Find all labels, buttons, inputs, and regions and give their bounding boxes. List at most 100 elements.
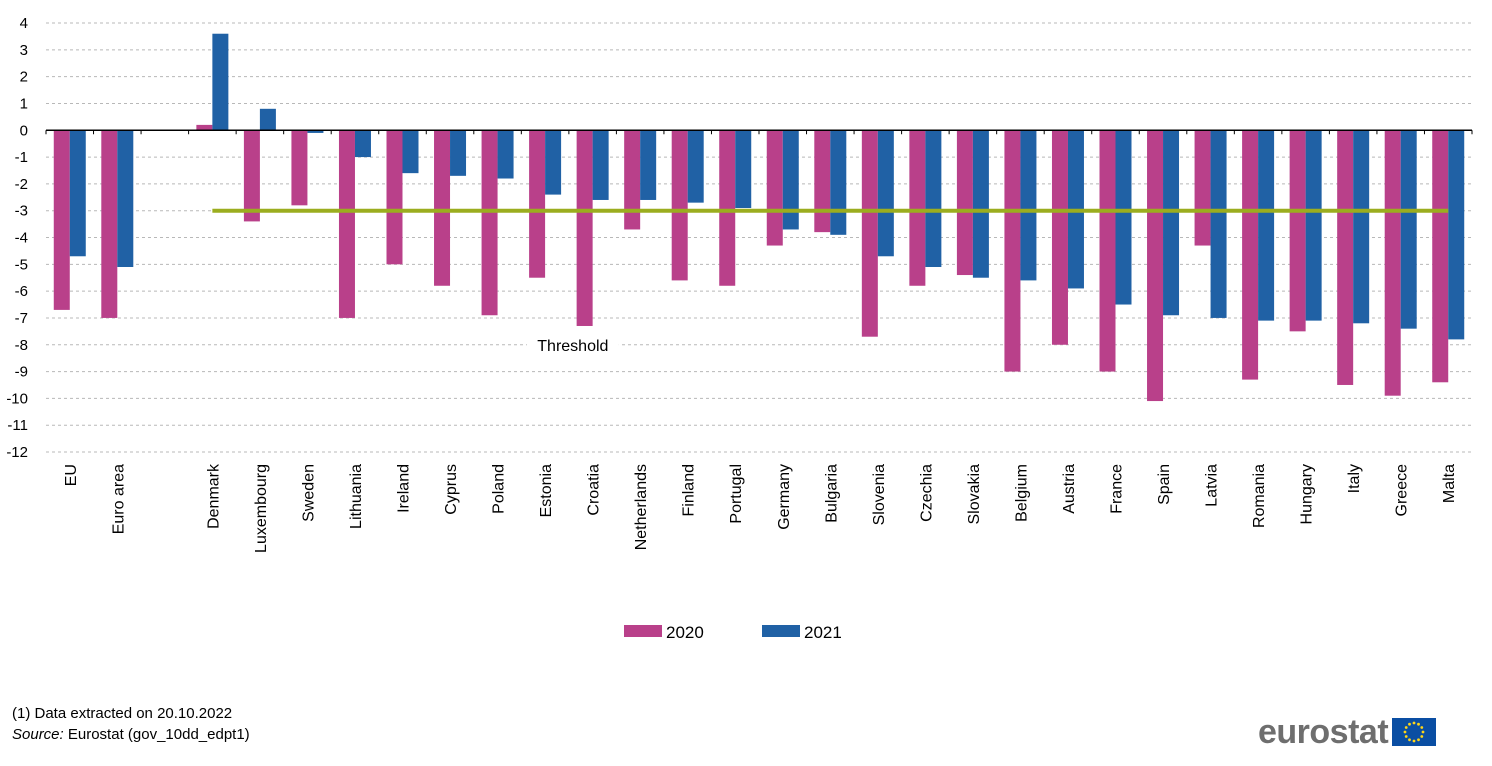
bar-2021 — [735, 130, 752, 209]
zero-axis — [45, 129, 1473, 135]
x-tick-label: EU — [63, 464, 80, 486]
bar-2020 — [814, 130, 831, 233]
x-tick-label: Sweden — [300, 464, 317, 522]
bar-2020 — [576, 130, 593, 326]
bar-2021 — [925, 130, 942, 267]
bar-2021 — [1305, 130, 1322, 321]
bar-2021 — [117, 130, 134, 267]
bar-2020 — [1242, 130, 1259, 380]
bar-2021 — [1163, 130, 1180, 316]
x-tick-label: Austria — [1061, 464, 1078, 514]
bar-2021 — [640, 130, 657, 200]
bar-2020 — [719, 130, 736, 286]
bar-2021 — [1353, 130, 1370, 324]
x-tick-label: Latvia — [1204, 464, 1221, 507]
bar-2021 — [402, 130, 419, 174]
x-tick-label: Romania — [1251, 464, 1268, 528]
bar-2020 — [243, 130, 260, 222]
bar-2020 — [1337, 130, 1354, 385]
bar-2021 — [69, 130, 86, 257]
flag-star — [1420, 726, 1424, 729]
y-tick-label: 3 — [20, 42, 28, 59]
x-axis-labels: EU Euro area Denmark Luxembourg Sweden Lithua… — [63, 463, 1458, 553]
bar-2020 — [53, 130, 70, 310]
legend-swatch-2021 — [762, 625, 800, 637]
bar-2020 — [291, 130, 308, 206]
x-tick-label: France — [1109, 464, 1126, 514]
bar-2020 — [1051, 130, 1068, 345]
logo-text: eurostat — [1258, 712, 1389, 751]
bars — [53, 33, 1465, 402]
bar-2021 — [354, 130, 371, 158]
bar-2021 — [259, 108, 276, 131]
flag-star — [1417, 722, 1421, 726]
eurostat-logo: eurostat — [1258, 712, 1437, 752]
source-label: Source: — [12, 726, 64, 743]
bar-2021 — [307, 130, 324, 133]
bar-2020 — [956, 130, 973, 276]
legend-label-2020: 2020 — [666, 623, 704, 642]
bar-2021 — [1400, 130, 1417, 329]
bar-2020 — [1384, 130, 1401, 396]
bar-2021 — [1448, 130, 1465, 340]
bar-2021 — [830, 130, 847, 235]
x-tick-label: Greece — [1394, 464, 1411, 517]
y-tick-label: -9 — [15, 364, 28, 381]
bar-2021 — [450, 130, 467, 176]
bar-2021 — [1210, 130, 1227, 318]
bar-2020 — [1004, 130, 1021, 372]
x-tick-label: Finland — [681, 464, 698, 516]
flag-star — [1420, 735, 1424, 738]
x-tick-label: Luxembourg — [253, 464, 270, 553]
y-tick-label: -12 — [6, 444, 28, 461]
bar-2020 — [1099, 130, 1116, 372]
y-tick-label: -6 — [15, 283, 28, 300]
flag-star — [1408, 722, 1412, 726]
x-tick-label: Euro area — [110, 464, 127, 534]
y-tick-label: -2 — [15, 176, 28, 193]
bar-2021 — [687, 130, 704, 203]
bar-2020 — [1432, 130, 1449, 383]
flag-star — [1412, 739, 1416, 743]
source-text: Eurostat (gov_10dd_edpt1) — [63, 726, 250, 743]
x-tick-label: Portugal — [728, 464, 745, 524]
legend-swatch-2020 — [624, 625, 662, 637]
bar-2021 — [1115, 130, 1132, 305]
x-tick-label: Germany — [776, 464, 793, 530]
x-tick-label: Denmark — [205, 463, 222, 529]
x-tick-label: Poland — [491, 464, 508, 514]
bar-2021 — [1020, 130, 1037, 281]
y-tick-label: -4 — [15, 230, 28, 247]
x-tick-label: Slovenia — [871, 464, 888, 525]
x-tick-label: Malta — [1441, 464, 1458, 503]
y-axis-ticks: 4 3 2 1 0 -1 -2 -3 -4 -5 -6 -7 -8 -9 -10 -11 -12 — [6, 15, 28, 461]
bar-2020 — [1194, 130, 1211, 246]
bar-2021 — [497, 130, 514, 179]
y-tick-label: 0 — [20, 122, 28, 139]
bar-2020 — [101, 130, 118, 318]
x-tick-label: Czechia — [918, 464, 935, 522]
bar-2021 — [877, 130, 894, 257]
legend-label-2021: 2021 — [804, 623, 842, 642]
x-tick-label: Estonia — [538, 464, 555, 517]
bar-2021 — [782, 130, 799, 230]
footnote-extraction-date: (1) Data extracted on 20.10.2022 — [12, 705, 233, 722]
y-tick-label: -1 — [15, 149, 28, 166]
eu-flag-icon — [1392, 718, 1437, 746]
chart: 4 3 2 1 0 -1 -2 -3 -4 -5 -6 -7 -8 -9 -10 -11 -12 Thresho… — [6, 15, 1473, 642]
bar-2020 — [1147, 130, 1164, 402]
y-tick-label: -8 — [15, 337, 28, 354]
threshold-line: Threshold — [212, 208, 1449, 357]
bar-2021 — [212, 33, 229, 131]
bar-2020 — [766, 130, 783, 246]
flag-star — [1403, 730, 1407, 734]
flag-star — [1404, 735, 1408, 738]
bar-2020 — [1289, 130, 1306, 332]
flag-star — [1404, 726, 1408, 729]
bar-2020 — [861, 130, 878, 337]
x-tick-label: Italy — [1346, 464, 1363, 493]
flag-star — [1417, 738, 1421, 742]
y-tick-label: -5 — [15, 256, 28, 273]
y-tick-label: -3 — [15, 203, 28, 220]
legend: 2020 2021 — [624, 623, 842, 642]
